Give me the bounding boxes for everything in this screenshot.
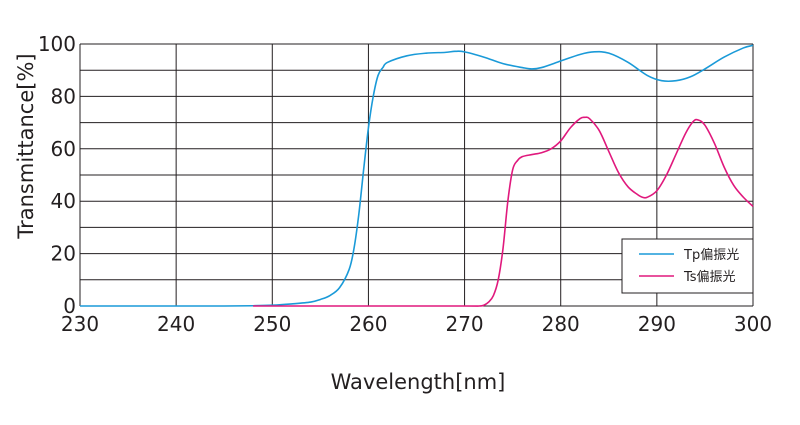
y-tick-label: 0 — [63, 294, 76, 318]
y-tick-label: 20 — [51, 242, 76, 266]
x-axis-title: Wavelength[nm] — [331, 370, 506, 394]
x-tick-label: 240 — [157, 312, 195, 336]
y-tick-label: 40 — [51, 189, 76, 213]
x-tick-label: 270 — [445, 312, 483, 336]
x-tick-label: 230 — [61, 312, 99, 336]
legend-label-1: Ts偏振光 — [683, 270, 736, 285]
x-tick-label: 280 — [542, 312, 580, 336]
x-tick-label: 290 — [638, 312, 676, 336]
y-tick-label: 60 — [51, 137, 76, 161]
y-tick-label: 80 — [51, 84, 76, 108]
y-tick-label: 100 — [38, 32, 76, 56]
series-group — [80, 44, 754, 307]
series-line-1 — [253, 116, 754, 307]
series-line-0 — [80, 44, 754, 307]
x-tick-label: 300 — [734, 312, 772, 336]
x-tick-label: 250 — [253, 312, 291, 336]
legend-box — [621, 238, 754, 294]
x-tick-label: 260 — [349, 312, 387, 336]
y-axis-title: Transmittance[%] — [14, 53, 38, 239]
grid — [79, 43, 754, 307]
axes: 230 240 250 260 270 280 290 300 0 20 40 60 80 100 — [38, 32, 772, 336]
legend-label-0: Tp偏振光 — [683, 248, 739, 263]
legend: Tp偏振光 Ts偏振光 — [621, 238, 754, 294]
